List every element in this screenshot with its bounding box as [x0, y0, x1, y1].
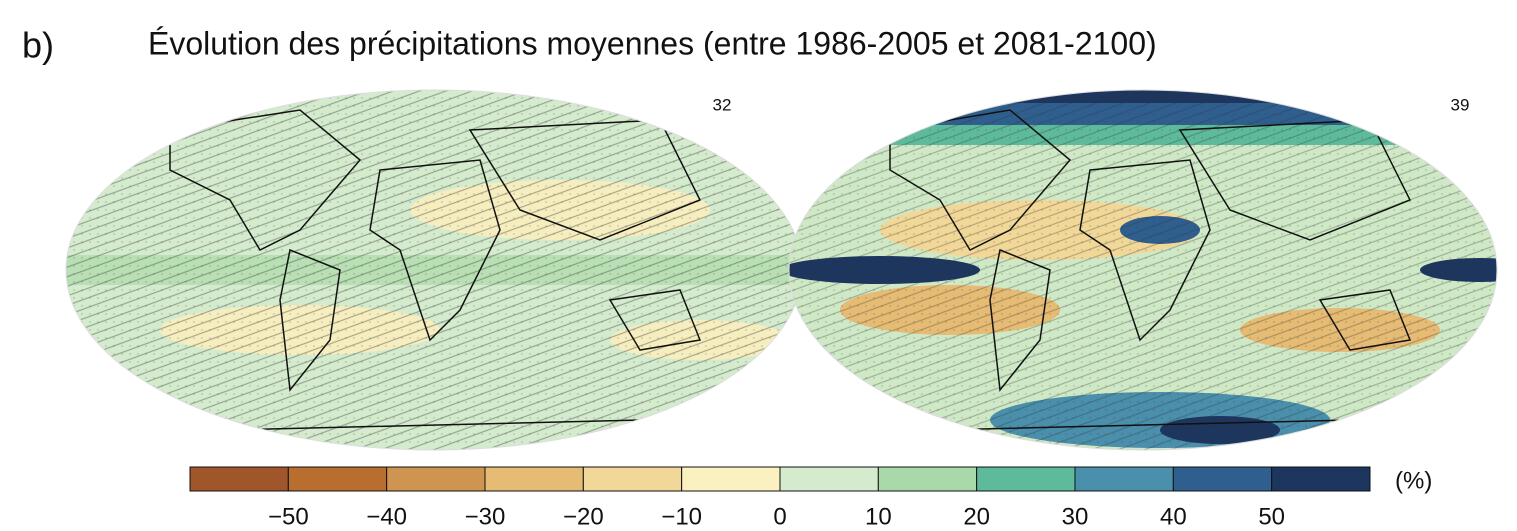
colorbar-tick-label: −10 — [661, 503, 702, 530]
colorbar-box — [1271, 466, 1371, 492]
colorbar-box — [582, 466, 683, 492]
colorbar-box — [681, 466, 781, 492]
colorbar-box — [877, 466, 978, 492]
panel-label: b) — [22, 25, 54, 66]
colorbar-tick-label: −20 — [563, 503, 604, 530]
colorbar-box — [779, 466, 879, 492]
map-label: 32 — [713, 95, 732, 114]
map-label: 39 — [1451, 95, 1470, 114]
colorbar-box — [1074, 466, 1174, 492]
colorbar-unit: (%) — [1395, 467, 1432, 494]
colorbar-tick-label: −40 — [366, 503, 407, 530]
map-right — [789, 90, 1497, 450]
colorbar-box — [189, 466, 289, 492]
colorbar-box — [484, 466, 584, 492]
map-outline — [788, 89, 1498, 451]
colorbar-tick-label: 30 — [1062, 503, 1089, 530]
colorbar-tick-label: −50 — [268, 503, 309, 530]
colorbar-box — [976, 466, 1076, 492]
colorbar-tick-label: 40 — [1160, 503, 1187, 530]
colorbar-box — [1172, 466, 1273, 492]
colorbar-tick-label: 10 — [865, 503, 892, 530]
title: Évolution des précipitations moyennes (e… — [148, 25, 1157, 61]
colorbar-tick-label: 0 — [773, 503, 786, 530]
colorbar-box — [287, 466, 388, 492]
colorbar-tick-label: −30 — [465, 503, 506, 530]
colorbar-tick-label: 20 — [963, 503, 990, 530]
colorbar-tick-label: 50 — [1258, 503, 1285, 530]
map-left — [66, 90, 802, 450]
colorbar-box — [386, 466, 486, 492]
